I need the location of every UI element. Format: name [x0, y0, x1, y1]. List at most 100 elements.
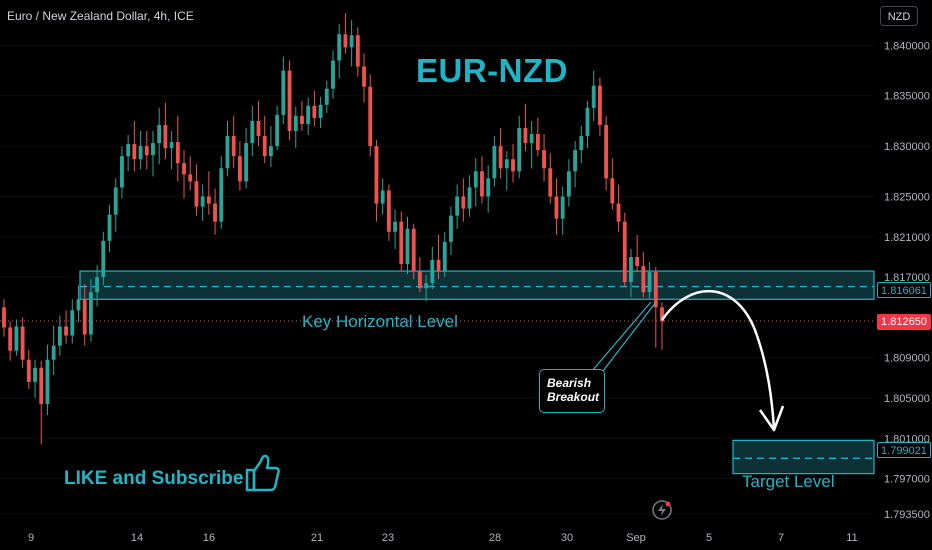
candle-body [225, 136, 230, 169]
candle [182, 150, 186, 199]
key-level-price-tag: 1.816061 [877, 282, 931, 298]
candle [163, 102, 168, 160]
callout-line-1: Bearish [547, 376, 592, 390]
candle [45, 344, 50, 416]
candle [113, 178, 118, 232]
candle-body [517, 127, 522, 172]
candle-body [598, 85, 602, 125]
candle-body [300, 115, 304, 124]
y-tick-label: 1.835000 [884, 91, 930, 103]
candle [138, 131, 143, 170]
candle-body [362, 66, 366, 87]
candle-body [442, 241, 447, 272]
candle [386, 184, 391, 241]
candle [362, 53, 366, 103]
price-axis[interactable]: 1.840000 1.835000 1.830000 1.825000 1.821000… [884, 40, 930, 521]
candle-body [287, 70, 292, 131]
candle-body [405, 228, 410, 265]
bearish-breakout-callout: Bearish Breakout [539, 369, 605, 413]
candle-body [548, 168, 553, 197]
candle-body [542, 150, 546, 169]
candle-body [318, 104, 323, 118]
candle [573, 141, 578, 188]
candle-body [244, 143, 249, 182]
callout-line-2: Breakout [547, 390, 600, 404]
y-tick-label: 1.809000 [884, 353, 930, 365]
candle-body [374, 146, 379, 204]
y-tick-label: 1.840000 [884, 40, 930, 52]
candle-body [138, 146, 143, 160]
symbol-legend[interactable]: Euro / New Zealand Dollar, 4h, ICE [7, 9, 194, 23]
time-axis[interactable]: 9 14 16 21 23 28 30 Sep 5 7 11 [28, 532, 858, 544]
target-level-zone [732, 439, 875, 475]
candle [57, 315, 62, 356]
candle [579, 125, 584, 164]
candle [120, 146, 124, 199]
candle-body [585, 107, 590, 137]
candle [455, 184, 460, 229]
candle-body [579, 136, 584, 151]
candle-body [76, 299, 81, 311]
candle [64, 310, 68, 344]
candle-body [604, 124, 609, 179]
candle [616, 184, 621, 232]
candle-body [206, 196, 211, 204]
candle [132, 120, 137, 172]
candle-body [504, 159, 509, 169]
candle-body [411, 228, 416, 272]
candle [101, 231, 106, 286]
x-tick-label: 14 [131, 532, 143, 544]
candle [498, 127, 503, 179]
candle-body [306, 105, 311, 124]
candle [393, 209, 397, 249]
thumbs-up-icon [245, 454, 280, 492]
candle [368, 74, 373, 157]
zones [0, 270, 875, 475]
candle-body [101, 240, 106, 278]
candle [424, 275, 429, 302]
candle [436, 234, 441, 280]
candle-body [573, 150, 578, 172]
candle [598, 77, 602, 137]
key-level-label: Key Horizontal Level [302, 312, 458, 331]
candle-body [554, 196, 559, 219]
y-tick-label: 1.821000 [884, 232, 930, 244]
x-tick-label: 16 [203, 532, 215, 544]
x-tick-label: Sep [626, 532, 646, 544]
candle [20, 317, 25, 368]
projection-arrowhead [758, 405, 785, 432]
candle [486, 165, 491, 213]
candle [231, 115, 236, 169]
candle [39, 360, 44, 445]
candle-body [349, 35, 354, 48]
flash-icon[interactable] [652, 500, 672, 520]
candle [523, 103, 528, 152]
candle-body [200, 196, 205, 207]
candle-body [250, 120, 255, 144]
candle [51, 325, 56, 375]
candle-body [417, 271, 422, 289]
candle [237, 141, 242, 191]
candle-body [380, 190, 385, 204]
candle [200, 184, 205, 221]
candle [548, 153, 553, 204]
candle [585, 100, 590, 149]
projection-arrow [660, 289, 776, 429]
candle-body [157, 124, 162, 144]
candle-body [256, 120, 261, 137]
candle [219, 156, 224, 229]
candle [269, 125, 273, 168]
candle-body [64, 326, 68, 336]
candle-body [324, 88, 329, 105]
currency-button[interactable]: NZD [880, 6, 918, 26]
candle-body [175, 142, 180, 164]
candle-body [461, 196, 466, 209]
candle [244, 127, 249, 189]
candle [293, 106, 298, 149]
candle [281, 56, 286, 124]
candle [635, 234, 640, 273]
candle-body [535, 134, 540, 151]
candle [542, 134, 546, 182]
candle-body [424, 283, 429, 289]
